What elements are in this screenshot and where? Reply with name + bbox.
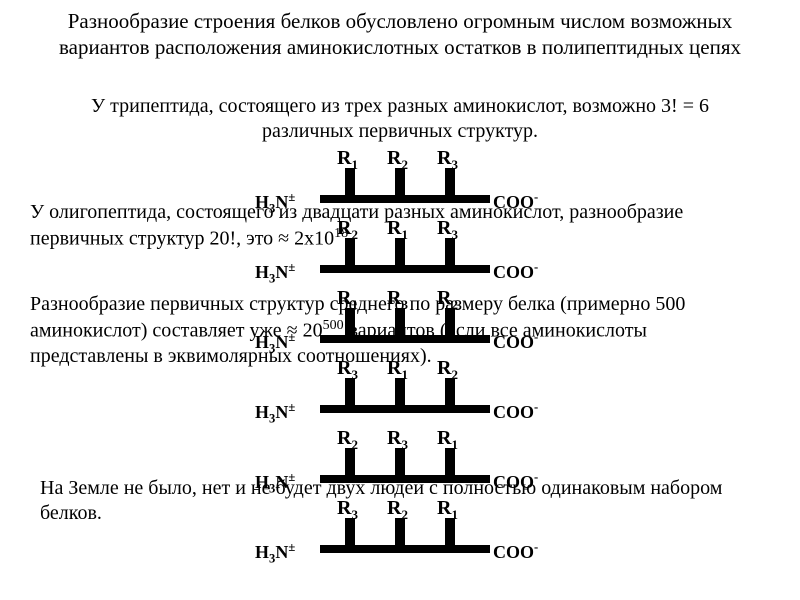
tripeptide-row: H3N±R2R1R3COO-: [265, 223, 565, 291]
r-group-label: R2: [437, 287, 458, 313]
r-group-label: R1: [387, 217, 408, 243]
c-terminus: COO-: [493, 260, 538, 283]
c-terminus: COO-: [493, 400, 538, 423]
n-terminus: H3N±: [255, 470, 295, 497]
r-group-label: R3: [387, 287, 408, 313]
r-group-label: R1: [387, 357, 408, 383]
slide-title: Разнообразие строения белков обусловлено…: [30, 8, 770, 61]
n-terminus: H3N±: [255, 400, 295, 427]
r-group-label: R3: [337, 357, 358, 383]
r-group-label: R2: [387, 147, 408, 173]
n-terminus: H3N±: [255, 330, 295, 357]
n-terminus: H3N±: [255, 190, 295, 217]
tripeptide-row: H3N±R1R3R2COO-: [265, 293, 565, 361]
slide-subtitle: У трипептида, состоящего из трех разных …: [60, 94, 740, 144]
c-terminus: COO-: [493, 330, 538, 353]
r-group-label: R3: [437, 147, 458, 173]
r-group-label: R2: [337, 427, 358, 453]
tripeptide-row: H3N±R3R1R2COO-: [265, 363, 565, 431]
r-group-label: R3: [387, 427, 408, 453]
c-terminus: COO-: [493, 540, 538, 563]
r-group-label: R3: [337, 497, 358, 523]
r-group-label: R1: [337, 287, 358, 313]
r-group-label: R1: [437, 427, 458, 453]
tripeptide-row: H3N±R2R3R1COO-: [265, 433, 565, 501]
r-group-label: R3: [437, 217, 458, 243]
n-terminus: H3N±: [255, 540, 295, 567]
tripeptide-diagram-stack: H3N±R1R2R3COO-H3N±R2R1R3COO-H3N±R1R3R2CO…: [265, 151, 565, 571]
r-group-label: R2: [437, 357, 458, 383]
r-group-label: R1: [337, 147, 358, 173]
r-group-label: R1: [437, 497, 458, 523]
r-group-label: R2: [387, 497, 408, 523]
n-terminus: H3N±: [255, 260, 295, 287]
tripeptide-row: H3N±R3R2R1COO-: [265, 503, 565, 571]
c-terminus: COO-: [493, 190, 538, 213]
r-group-label: R2: [337, 217, 358, 243]
c-terminus: COO-: [493, 470, 538, 493]
tripeptide-row: H3N±R1R2R3COO-: [265, 153, 565, 221]
